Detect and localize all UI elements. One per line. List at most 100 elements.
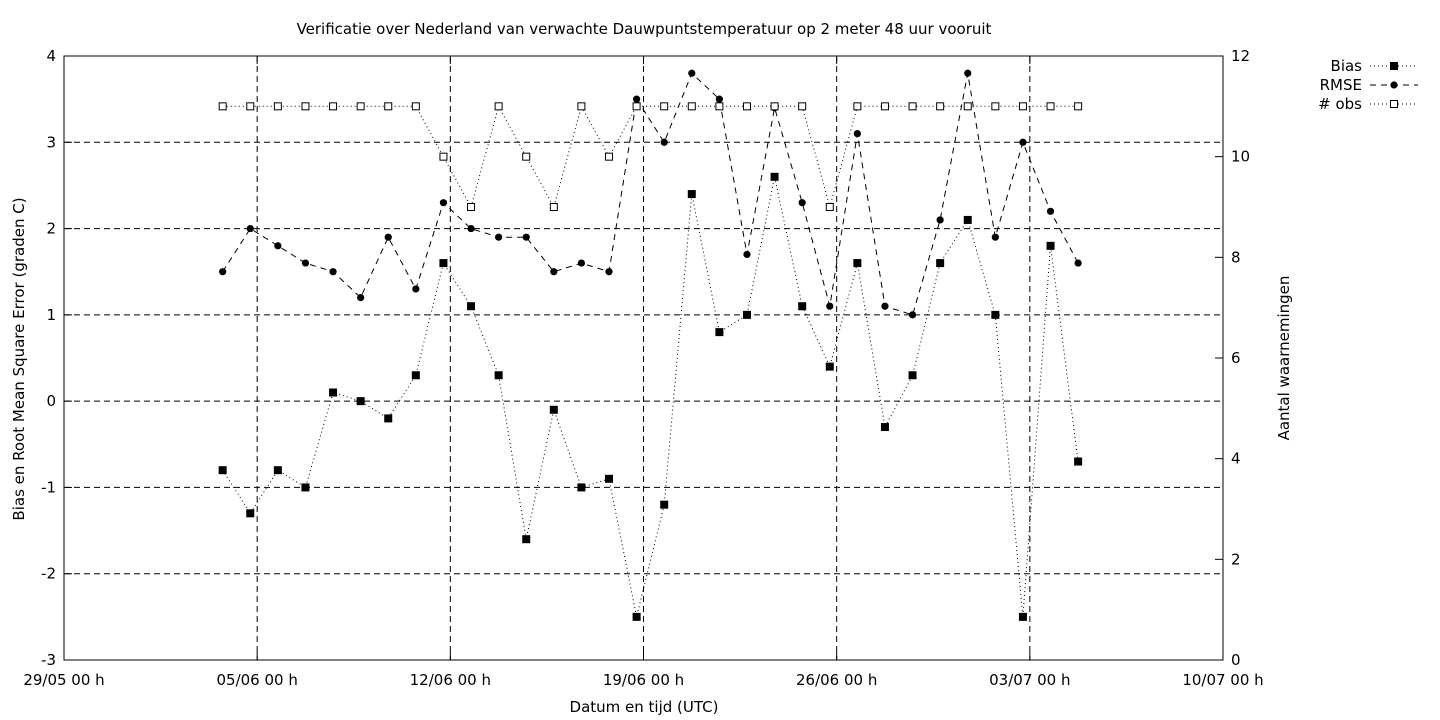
data-point-marker <box>384 102 393 111</box>
data-point-marker <box>963 102 972 111</box>
y-tick-label: -3 <box>41 651 56 669</box>
data-point-marker <box>577 102 586 111</box>
data-point-marker <box>329 268 337 276</box>
data-point-marker <box>357 294 365 302</box>
data-point-marker <box>1074 457 1083 466</box>
x-axis-label: Datum en tijd (UTC) <box>570 698 719 716</box>
data-point-marker <box>494 102 503 111</box>
x-tick-label: 05/06 00 h <box>216 671 297 689</box>
y-tick-label: 0 <box>46 392 56 410</box>
y2-tick-label: 8 <box>1231 248 1241 266</box>
data-point-marker <box>577 483 586 492</box>
data-point-marker <box>522 152 531 161</box>
data-point-marker <box>494 371 503 380</box>
series-rmse <box>219 69 1082 319</box>
data-point-marker <box>1390 62 1398 70</box>
chart-title: Verificatie over Nederland van verwachte… <box>297 20 992 38</box>
x-tick-label: 10/07 00 h <box>1182 671 1263 689</box>
data-point-marker <box>715 95 723 103</box>
x-tick-label: 19/06 00 h <box>603 671 684 689</box>
series-layer <box>218 69 1083 621</box>
series-line <box>222 104 1079 209</box>
y2-tick-label: 10 <box>1231 148 1250 166</box>
data-point-marker <box>826 302 834 310</box>
data-point-marker <box>825 203 834 211</box>
data-point-marker <box>605 474 614 483</box>
x-tick-label: 12/06 00 h <box>410 671 491 689</box>
data-point-marker <box>798 199 806 207</box>
data-point-marker <box>798 302 807 311</box>
legend-label: # obs <box>1318 95 1362 113</box>
data-point-marker <box>467 302 476 311</box>
data-point-marker <box>936 216 944 224</box>
data-point-marker <box>550 268 558 276</box>
data-point-marker <box>412 285 420 293</box>
data-point-marker <box>522 535 531 544</box>
data-point-marker <box>798 102 807 111</box>
y2-tick-label: 6 <box>1231 349 1241 367</box>
series-bias <box>218 172 1083 621</box>
data-point-marker <box>246 509 255 518</box>
data-point-marker <box>1390 81 1398 89</box>
data-point-marker <box>853 130 861 138</box>
data-point-marker <box>1018 612 1027 621</box>
data-point-marker <box>908 102 917 111</box>
data-point-marker <box>356 102 365 111</box>
data-point-marker <box>743 250 751 259</box>
data-point-marker <box>908 371 917 380</box>
data-point-marker <box>964 69 972 77</box>
data-point-marker <box>936 259 945 268</box>
data-point-marker <box>632 612 641 621</box>
y2-axis-label: Aantal waarnemingen <box>1275 276 1293 441</box>
data-point-marker <box>1019 138 1027 146</box>
y-tick-label: 4 <box>46 47 56 65</box>
data-point-marker <box>246 224 254 233</box>
x-axis-ticks: 29/05 00 h 05/06 00 h 12/06 00 h 19/06 00 h… <box>23 56 1264 689</box>
data-point-marker <box>329 388 338 397</box>
y2-tick-label: 12 <box>1231 47 1250 65</box>
data-point-marker <box>853 102 862 111</box>
data-point-marker <box>908 311 917 319</box>
y-tick-label: -2 <box>41 565 56 583</box>
y-tick-label: 2 <box>46 220 56 238</box>
data-point-marker <box>439 199 448 207</box>
data-point-marker <box>301 259 310 267</box>
y-tick-label: 1 <box>46 306 56 324</box>
data-point-marker <box>301 483 310 492</box>
data-point-marker <box>936 102 945 111</box>
grid <box>64 56 1223 660</box>
data-point-marker <box>991 102 1000 111</box>
data-point-marker <box>439 259 448 268</box>
y-tick-label: -1 <box>41 478 56 496</box>
data-point-marker <box>687 190 696 199</box>
data-point-marker <box>742 102 751 111</box>
data-point-marker <box>742 310 751 319</box>
series-line <box>222 72 1079 316</box>
data-point-marker <box>411 371 420 380</box>
data-point-marker <box>356 397 365 406</box>
data-point-marker <box>632 102 641 111</box>
data-point-marker <box>522 233 530 241</box>
data-point-marker <box>880 102 889 111</box>
data-point-marker <box>1390 100 1398 108</box>
data-point-marker <box>687 102 696 111</box>
data-point-marker <box>467 224 475 233</box>
data-point-marker <box>549 203 558 211</box>
data-point-marker <box>715 102 724 111</box>
data-point-marker <box>1074 102 1083 111</box>
x-tick-label: 26/06 00 h <box>796 671 877 689</box>
data-point-marker <box>219 268 227 276</box>
data-point-marker <box>605 268 613 276</box>
data-point-marker <box>495 233 503 241</box>
data-point-marker <box>660 102 669 111</box>
data-point-marker <box>605 152 614 161</box>
data-point-marker <box>273 466 282 475</box>
data-point-marker <box>633 95 641 103</box>
data-point-marker <box>1046 207 1055 215</box>
data-point-marker <box>660 500 669 509</box>
series-obs <box>218 102 1083 211</box>
data-point-marker <box>715 328 724 337</box>
series-line <box>222 176 1079 618</box>
